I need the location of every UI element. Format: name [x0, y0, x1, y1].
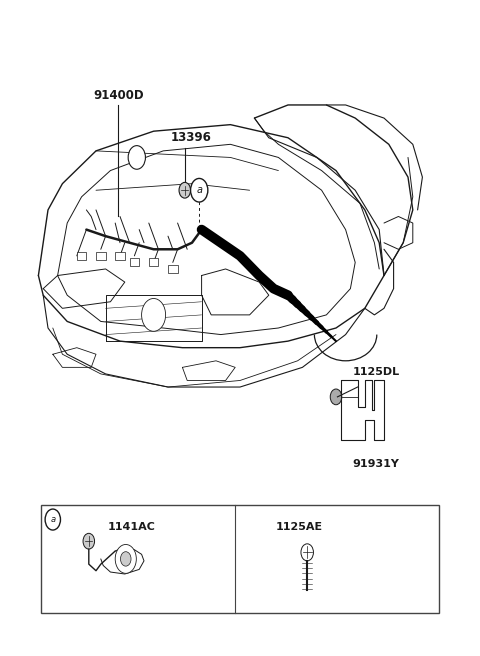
Circle shape [191, 178, 208, 202]
Circle shape [83, 533, 95, 549]
Circle shape [330, 389, 342, 405]
Text: 91400D: 91400D [94, 89, 144, 102]
Text: 1125DL: 1125DL [353, 367, 400, 377]
Circle shape [115, 544, 136, 573]
Text: a: a [196, 185, 202, 195]
Circle shape [120, 552, 131, 566]
Circle shape [45, 509, 60, 530]
Circle shape [142, 298, 166, 331]
Circle shape [179, 182, 191, 198]
Bar [115, 252, 125, 260]
Bar [149, 258, 158, 266]
Bar [41, 505, 439, 613]
Bar [130, 258, 139, 266]
Text: a: a [50, 515, 55, 524]
Text: 91931Y: 91931Y [353, 459, 400, 469]
Bar [168, 265, 178, 273]
Text: 1125AE: 1125AE [276, 522, 323, 531]
Bar [77, 252, 86, 260]
Text: 13396: 13396 [170, 131, 211, 144]
Circle shape [301, 544, 313, 561]
Text: 1141AC: 1141AC [108, 522, 156, 531]
Bar [96, 252, 106, 260]
Circle shape [128, 146, 145, 169]
